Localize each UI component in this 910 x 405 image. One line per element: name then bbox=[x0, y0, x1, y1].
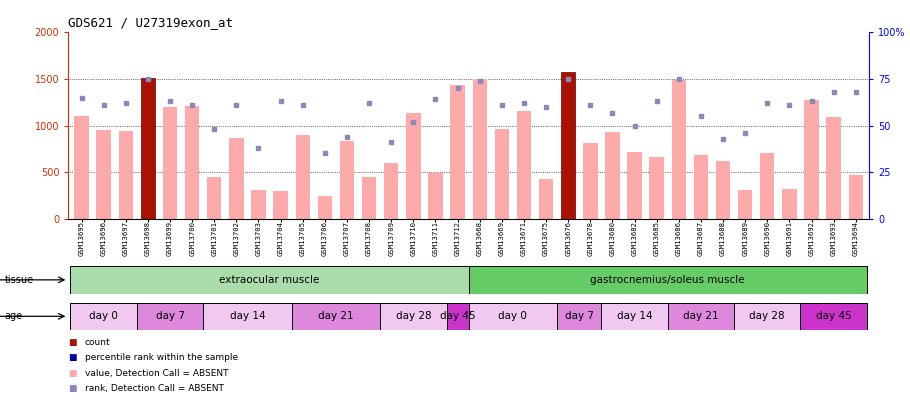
Text: day 45: day 45 bbox=[816, 311, 852, 321]
Bar bbox=[70, 266, 469, 294]
Text: rank, Detection Call = ABSENT: rank, Detection Call = ABSENT bbox=[85, 384, 224, 393]
Text: age: age bbox=[5, 311, 23, 321]
Bar bbox=[605, 132, 620, 219]
Text: day 0: day 0 bbox=[89, 311, 118, 321]
Text: day 0: day 0 bbox=[499, 311, 527, 321]
Bar bbox=[738, 190, 753, 219]
Bar bbox=[318, 196, 332, 219]
Bar bbox=[672, 80, 686, 219]
Text: ■: ■ bbox=[68, 338, 76, 347]
Bar bbox=[627, 151, 642, 219]
Text: day 45: day 45 bbox=[440, 311, 475, 321]
Bar bbox=[229, 138, 244, 219]
Bar bbox=[469, 303, 557, 330]
Bar bbox=[251, 190, 266, 219]
Text: day 21: day 21 bbox=[318, 311, 354, 321]
Bar bbox=[384, 163, 399, 219]
Bar bbox=[296, 135, 310, 219]
Bar bbox=[380, 303, 447, 330]
Bar bbox=[447, 303, 469, 330]
Bar bbox=[70, 303, 136, 330]
Bar bbox=[650, 157, 664, 219]
Bar bbox=[826, 117, 841, 219]
Text: GDS621 / U27319exon_at: GDS621 / U27319exon_at bbox=[68, 16, 233, 29]
Bar bbox=[760, 153, 774, 219]
Text: ■: ■ bbox=[68, 384, 76, 393]
Bar bbox=[450, 85, 465, 219]
Bar bbox=[801, 303, 867, 330]
Bar bbox=[783, 189, 796, 219]
Text: day 7: day 7 bbox=[156, 311, 185, 321]
Bar bbox=[539, 179, 553, 219]
Text: day 28: day 28 bbox=[750, 311, 785, 321]
Text: day 7: day 7 bbox=[565, 311, 593, 321]
Bar bbox=[469, 266, 867, 294]
Bar bbox=[203, 303, 292, 330]
Text: tissue: tissue bbox=[5, 275, 34, 285]
Bar bbox=[362, 177, 377, 219]
Text: day 14: day 14 bbox=[617, 311, 652, 321]
Text: ■: ■ bbox=[68, 353, 76, 362]
Text: value, Detection Call = ABSENT: value, Detection Call = ABSENT bbox=[85, 369, 228, 377]
Bar bbox=[849, 175, 863, 219]
Bar bbox=[734, 303, 801, 330]
Bar bbox=[517, 111, 531, 219]
Bar bbox=[141, 78, 155, 219]
Bar bbox=[75, 116, 88, 219]
Bar bbox=[163, 107, 177, 219]
Text: count: count bbox=[85, 338, 110, 347]
Bar bbox=[716, 161, 730, 219]
Text: gastrocnemius/soleus muscle: gastrocnemius/soleus muscle bbox=[591, 275, 745, 285]
Text: extraocular muscle: extraocular muscle bbox=[219, 275, 319, 285]
Bar bbox=[668, 303, 734, 330]
Text: day 21: day 21 bbox=[683, 311, 719, 321]
Bar bbox=[472, 79, 487, 219]
Bar bbox=[602, 303, 668, 330]
Text: day 14: day 14 bbox=[229, 311, 265, 321]
Bar bbox=[557, 303, 602, 330]
Text: percentile rank within the sample: percentile rank within the sample bbox=[85, 353, 238, 362]
Bar bbox=[406, 113, 420, 219]
Bar bbox=[96, 130, 111, 219]
Bar bbox=[693, 156, 708, 219]
Bar bbox=[136, 303, 203, 330]
Bar bbox=[207, 177, 221, 219]
Bar bbox=[273, 191, 288, 219]
Bar bbox=[561, 72, 575, 219]
Bar bbox=[339, 141, 354, 219]
Bar bbox=[804, 100, 819, 219]
Bar bbox=[429, 173, 442, 219]
Bar bbox=[583, 143, 598, 219]
Text: ■: ■ bbox=[68, 369, 76, 377]
Bar bbox=[495, 129, 509, 219]
Bar bbox=[292, 303, 380, 330]
Text: day 28: day 28 bbox=[396, 311, 431, 321]
Bar bbox=[118, 131, 133, 219]
Bar bbox=[185, 106, 199, 219]
